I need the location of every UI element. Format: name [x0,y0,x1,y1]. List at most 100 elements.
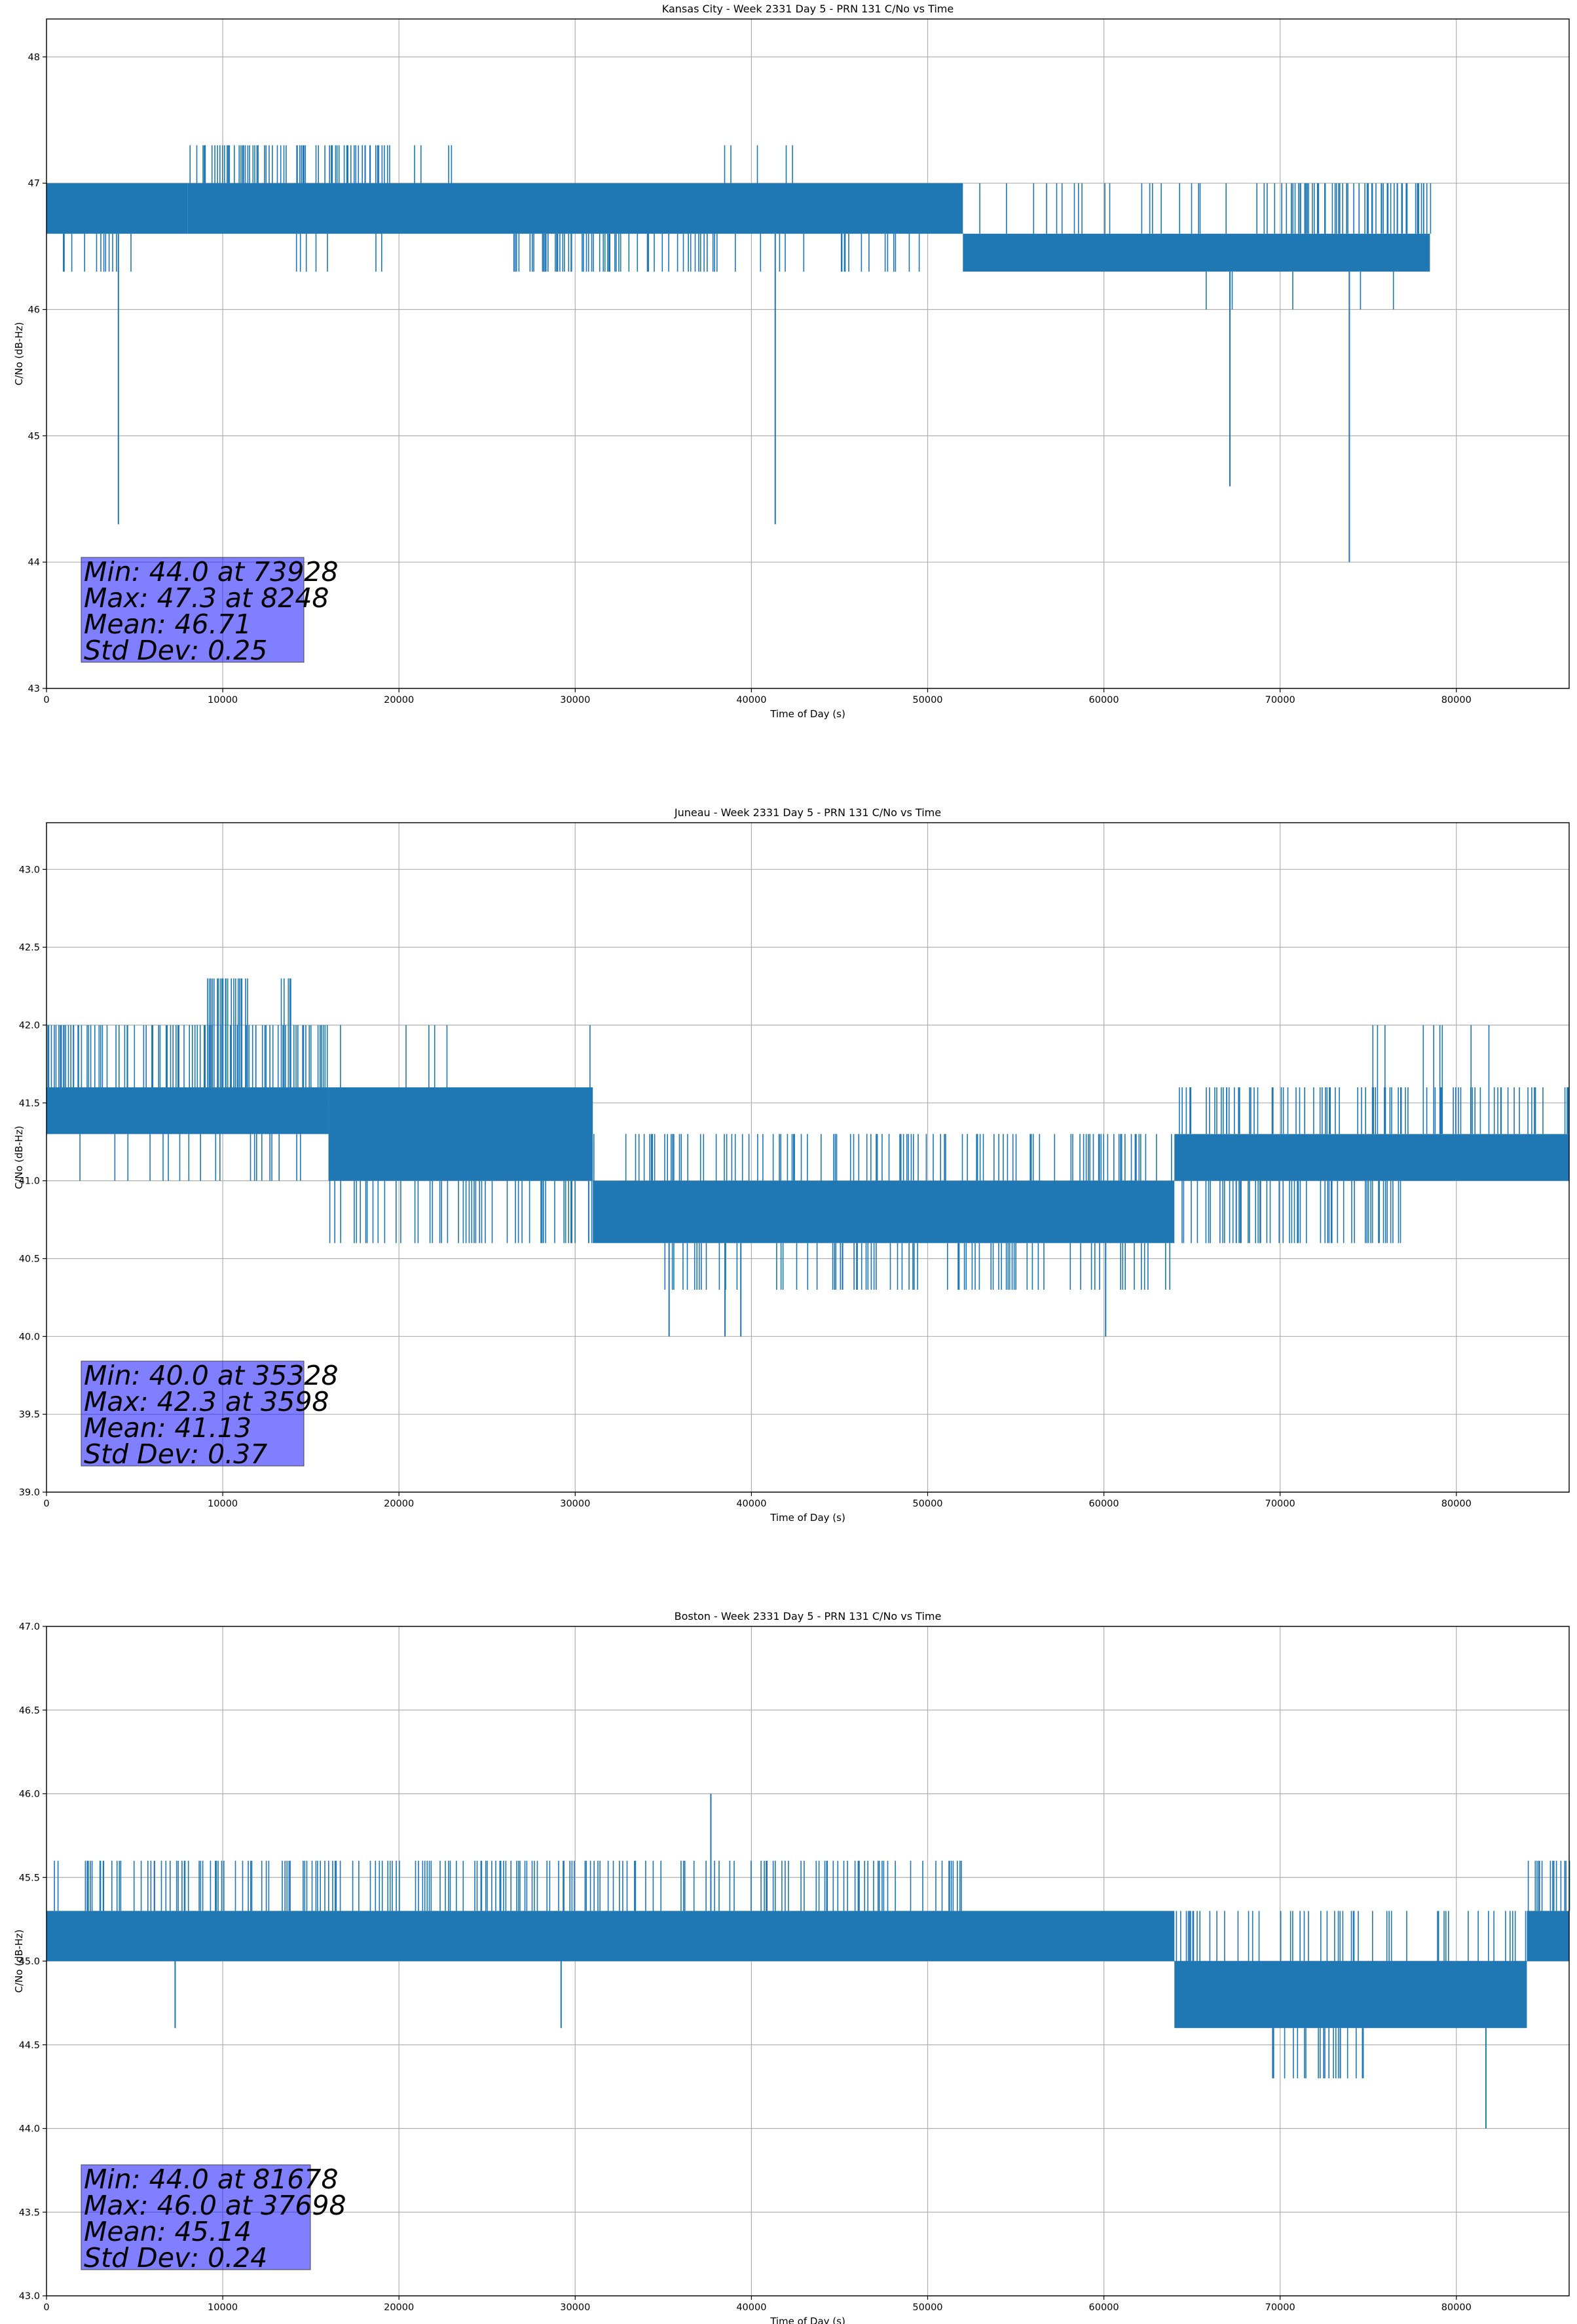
y-tick-label: 46 [28,305,40,316]
x-tick-label: 40000 [736,695,766,705]
y-axis-label: C/No (dB-Hz) [13,1930,25,1993]
data-excursions [724,145,793,183]
plot-frame [46,18,1570,689]
y-tick-label: 45.0 [19,1957,40,1967]
y-tick-label: 45.5 [19,1873,40,1883]
data-band [1527,1911,1569,1961]
x-tick-label: 60000 [1089,2302,1119,2313]
x-tick-label: 70000 [1265,1499,1295,1509]
x-tick-label: 20000 [384,1499,414,1509]
x-tick-label: 10000 [208,695,238,705]
x-tick-label: 10000 [208,2302,238,2313]
chart-3: 0 10000 20000 30000 40000 50000 60000 70000 8000… [13,1610,1570,2324]
y-tick-label: 48 [28,52,40,63]
y-tick-label: 44.5 [19,2040,40,2051]
stats-line: Min: 40.0 at 35328 [84,1360,339,1391]
stats-box [81,2164,311,2270]
x-tick-label: 60000 [1089,1499,1119,1509]
stats-box [81,557,305,663]
data-excursions [1179,1087,1569,1134]
x-tick-label: 70000 [1265,695,1295,705]
data-excursions [1206,271,1394,310]
x-tick-label: 40000 [736,2302,766,2313]
x-tick-label: 20000 [384,695,414,705]
stats-line: Max: 42.3 at 3598 [84,1386,329,1417]
chart-title: Kansas City - Week 2331 Day 5 - PRN 131 … [662,3,954,15]
data-excursions [207,978,248,1087]
data-excursions [1176,1911,1527,1961]
y-tick-label: 43 [28,684,40,694]
chart-1: 0 10000 20000 30000 40000 50000 60000 70000 8000… [13,3,1570,720]
x-tick-label: 0 [43,2302,49,2313]
data-excursions [295,233,382,272]
data-excursions [664,1243,1170,1290]
x-tick-label: 30000 [560,695,590,705]
series-line [46,145,1432,563]
x-tick-label: 0 [43,695,49,705]
y-tick-label: 47.0 [19,1622,40,1632]
y-tick-label: 39.0 [19,1488,40,1498]
x-tick-label: 80000 [1441,2302,1472,2313]
y-tick-label: 40.0 [19,1332,40,1342]
data-excursions [79,1134,301,1181]
x-tick-label: 70000 [1265,2302,1295,2313]
data-excursions [1272,2028,1364,2078]
stats-line: Max: 47.3 at 8248 [84,582,329,614]
data-excursions [1372,1025,1490,1134]
data-excursions [593,1134,1172,1181]
stats-line: Std Dev: 0.24 [84,2242,267,2274]
data-band [187,183,963,234]
stats-line: Mean: 45.14 [84,2216,251,2247]
y-tick-label: 41.0 [19,1176,40,1187]
data-excursions [63,233,132,272]
data-band [46,1087,329,1134]
x-tick-label: 0 [43,1499,49,1509]
data-excursions [735,233,920,272]
data-excursions [1181,1180,1401,1243]
data-excursions [280,978,291,1087]
data-band [1174,1134,1569,1181]
x-tick-label: 30000 [560,2302,590,2313]
y-tick-label: 46.0 [19,1790,40,1800]
x-tick-label: 20000 [384,2302,414,2313]
data-excursions [189,145,390,183]
x-tick-label: 50000 [912,2302,942,2313]
x-axis-label: Time of Day (s) [770,1512,845,1524]
y-tick-label: 45 [28,431,40,441]
x-axis-label: Time of Day (s) [770,708,845,720]
y-tick-label: 41.5 [19,1098,40,1109]
stats-line: Std Dev: 0.37 [84,1438,267,1470]
x-tick-label: 10000 [208,1499,238,1509]
y-tick-label: 40.5 [19,1254,40,1264]
stats-line: Max: 46.0 at 37698 [84,2190,346,2221]
series-line [46,978,1569,1337]
data-excursions [1281,183,1432,234]
y-axis-label: C/No (dB-Hz) [13,1126,25,1190]
plot-frame [46,822,1570,1493]
y-tick-label: 39.5 [19,1410,40,1420]
x-tick-label: 40000 [736,1499,766,1509]
chart-title: Juneau - Week 2331 Day 5 - PRN 131 C/No … [674,806,941,819]
stats-line: Min: 44.0 at 81678 [84,2164,339,2195]
chart-title: Boston - Week 2331 Day 5 - PRN 131 C/No … [675,1610,942,1622]
data-excursions [1527,1860,1570,1961]
stats-line: Mean: 41.13 [84,1412,251,1444]
stats-line: Mean: 46.71 [84,609,251,640]
data-excursions [340,1025,591,1087]
data-excursions [414,145,453,183]
x-axis-label: Time of Day (s) [770,2315,845,2324]
data-band [46,183,188,234]
chart-2: 0 10000 20000 30000 40000 50000 60000 70000 8000… [13,806,1570,1524]
y-tick-label: 43.5 [19,2207,40,2218]
data-band [328,1087,593,1181]
y-tick-label: 46.5 [19,1706,40,1716]
data-band [46,1911,1175,1961]
data-band [1174,1961,1527,2029]
x-tick-label: 50000 [912,1499,942,1509]
data-band [963,233,1430,272]
y-tick-label: 44.0 [19,2124,40,2135]
x-tick-label: 80000 [1441,695,1472,705]
y-tick-label: 42.5 [19,943,40,953]
x-tick-label: 80000 [1441,1499,1472,1509]
